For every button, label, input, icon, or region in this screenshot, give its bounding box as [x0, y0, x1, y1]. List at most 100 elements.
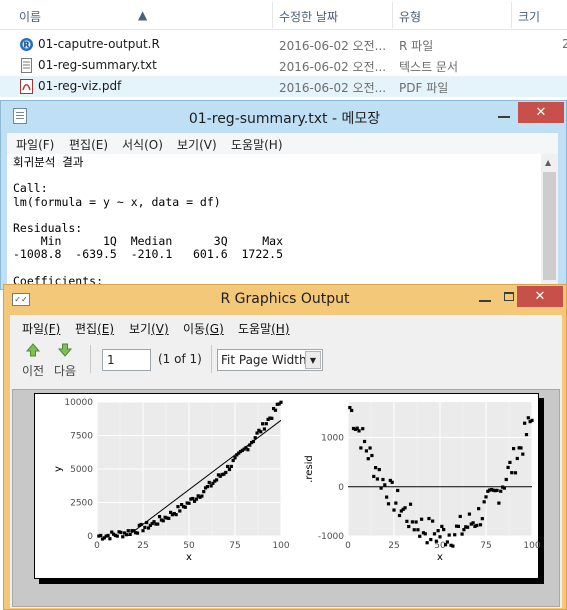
residual-point [510, 471, 514, 475]
r-graphics-title: R Graphics Output [220, 291, 350, 307]
residual-point [366, 457, 370, 461]
file-explorer: ▲ 이름 수정한 날짜 유형 크기 R 01-caputre-output.R … [0, 0, 567, 100]
column-name[interactable]: 이름 [19, 10, 42, 24]
data-point [159, 518, 163, 522]
data-point [268, 416, 272, 420]
data-point [187, 501, 191, 505]
residual-point [488, 488, 492, 492]
residual-point [392, 508, 396, 512]
data-point [203, 486, 208, 490]
data-point [246, 448, 250, 452]
menu-view[interactable]: 보기(V) [177, 138, 217, 152]
residual-point [530, 418, 534, 423]
file-date: 2016-06-02 오전... [279, 81, 387, 95]
residual-point [467, 512, 472, 516]
data-point [226, 464, 230, 469]
vertical-scrollbar[interactable]: ▲ [541, 154, 558, 290]
file-name: 01-caputre-output.R [38, 37, 160, 51]
residual-point [443, 543, 448, 547]
file-row-selected[interactable]: 01-reg-viz.pdf 2016-06-02 오전... PDF 파일 [0, 76, 567, 97]
minimize-icon[interactable] [479, 300, 491, 302]
residual-point [416, 528, 420, 532]
menu-format[interactable]: 서식(O) [122, 138, 163, 152]
residual-point [351, 426, 356, 431]
data-point [189, 497, 193, 501]
file-row[interactable]: 01-reg-summary.txt 2016-06-02 오전... 텍스트 … [0, 55, 567, 76]
x-axis-label: x [186, 552, 192, 563]
y-tick-label: 0 [87, 532, 93, 542]
y-axis-label: y [53, 466, 64, 472]
minimize-icon[interactable] [498, 116, 510, 118]
page-number-input[interactable]: 1 [102, 349, 151, 371]
residual-point [353, 427, 357, 432]
menu-edit[interactable]: 편집(E) [75, 322, 115, 336]
residual-point [396, 488, 400, 493]
zoom-select[interactable]: Fit Page Width ▼ [217, 349, 323, 371]
menu-view[interactable]: 보기(V) [129, 322, 169, 336]
close-button[interactable]: ✕ [517, 286, 563, 307]
r-graphics-title-bar[interactable]: ✓✓ R Graphics Output ✕ [4, 285, 566, 315]
regression-line [126, 419, 281, 536]
column-size[interactable]: 크기 [518, 10, 541, 24]
file-type: PDF 파일 [399, 81, 449, 95]
next-page-button[interactable]: 다음 [50, 339, 80, 383]
text-file-icon [21, 58, 32, 73]
menu-file[interactable]: 파일(F) [22, 322, 61, 336]
column-type[interactable]: 유형 [399, 10, 422, 24]
notepad-text-area[interactable]: 회귀분석 결과 Call: lm(formula = y ~ x, data =… [7, 154, 541, 290]
menu-help[interactable]: 도움말(H) [238, 322, 290, 336]
x-tick-label: 50 [434, 541, 446, 551]
column-date[interactable]: 수정한 날짜 [279, 10, 339, 24]
data-point [253, 436, 257, 440]
residual-point [350, 408, 354, 413]
residual-point [495, 488, 499, 492]
file-size: 2 [562, 37, 567, 51]
residual-point [420, 517, 424, 521]
notepad-menu-bar: 파일(F) 편집(E) 서식(O) 보기(V) 도움말(H) [7, 133, 558, 154]
maximize-icon[interactable] [504, 292, 514, 301]
next-label: 다음 [53, 364, 77, 378]
pdf-file-icon [20, 79, 33, 94]
svg-text:R: R [23, 41, 29, 50]
data-point [200, 494, 204, 498]
scroll-up-icon[interactable]: ▲ [545, 158, 552, 167]
menu-edit[interactable]: 편집(E) [69, 138, 109, 152]
data-point [205, 484, 209, 489]
residual-point [414, 520, 418, 524]
residual-point [504, 477, 508, 482]
data-point [152, 520, 156, 524]
data-point [202, 490, 206, 494]
residual-point [478, 523, 483, 527]
menu-help[interactable]: 도움말(H) [231, 138, 283, 152]
plot-page: 0 25 50 75 100 0 2500 5000 7500 10000 x y 0 25 50 75 100… [34, 393, 541, 579]
data-point [222, 472, 226, 476]
data-point [231, 458, 235, 463]
file-row[interactable]: R 01-caputre-output.R 2016-06-02 오전... R… [0, 34, 567, 55]
data-point [181, 505, 186, 509]
notepad-icon [13, 108, 27, 124]
residual-point [502, 486, 506, 490]
menu-go[interactable]: 이동(G) [183, 322, 224, 336]
data-point [261, 422, 265, 426]
residual-point [375, 477, 380, 481]
scrollbar-thumb[interactable] [543, 172, 556, 280]
residual-point [364, 449, 368, 453]
plot-viewport[interactable]: 0 25 50 75 100 0 2500 5000 7500 10000 x y 0 25 50 75 100… [12, 389, 560, 607]
close-button[interactable]: ✕ [518, 102, 564, 123]
notepad-title-bar[interactable]: 01-reg-summary.txt - 메모장 ✕ [1, 101, 566, 131]
x-tick-label: 75 [229, 541, 240, 551]
residual-point [418, 534, 422, 538]
residual-point [517, 446, 521, 450]
residual-point [454, 524, 459, 528]
data-point [126, 529, 130, 533]
residual-point [348, 405, 352, 410]
file-name: 01-reg-summary.txt [38, 58, 157, 72]
residual-point [515, 456, 519, 461]
data-point [141, 529, 145, 533]
menu-file[interactable]: 파일(F) [16, 138, 55, 152]
file-type: R 파일 [399, 39, 434, 53]
residual-point [523, 421, 527, 425]
prev-page-button[interactable]: 이전 [18, 339, 48, 383]
residual-point [499, 489, 503, 493]
